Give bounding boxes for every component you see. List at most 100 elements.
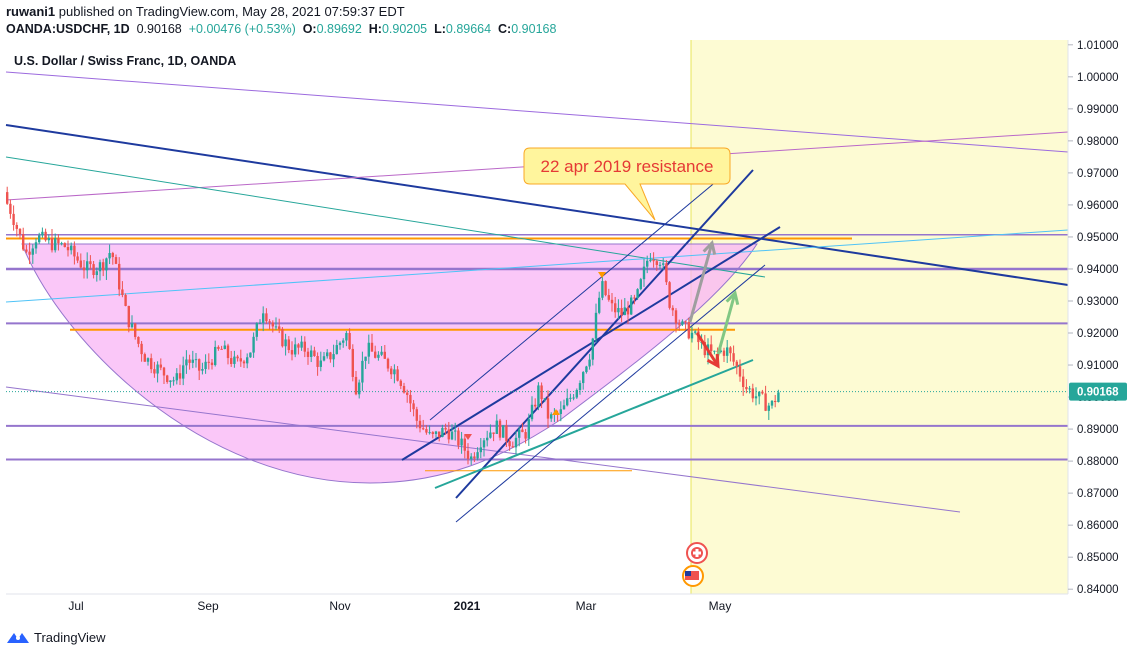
candle-body <box>646 260 649 267</box>
upper-downtrend-line <box>5 71 1069 153</box>
time-tick-label: Sep <box>197 599 219 613</box>
publish-info: ruwani1 published on TradingView.com, Ma… <box>6 4 405 19</box>
close-label: C: <box>498 22 512 36</box>
candle-body <box>354 376 358 395</box>
candle-body <box>415 409 418 421</box>
low-value: 0.89664 <box>445 22 492 36</box>
candle-body <box>233 356 236 364</box>
candle-body <box>25 249 28 252</box>
candle-body <box>38 235 41 243</box>
candle-body <box>255 323 258 337</box>
candle-body <box>274 326 278 328</box>
candle-body <box>575 390 578 398</box>
candle-body <box>450 431 454 440</box>
candle-body <box>332 354 335 360</box>
candle-body <box>546 398 550 419</box>
footer-brand[interactable]: TradingView <box>6 629 106 645</box>
candle-body <box>492 432 495 434</box>
candle-body <box>265 313 268 322</box>
us-flag-canton <box>685 571 691 576</box>
candle-body <box>502 425 505 438</box>
candle-body <box>585 366 588 373</box>
channel-upper-line <box>455 169 754 499</box>
candle-body <box>578 383 582 391</box>
candle-body <box>530 404 534 420</box>
candle-body <box>719 350 722 352</box>
candle-body <box>329 352 332 360</box>
candle-body <box>246 357 249 364</box>
candle-body <box>658 264 662 266</box>
candle-body <box>399 380 402 386</box>
candle-body <box>73 245 76 257</box>
candle-body <box>114 257 118 264</box>
candle-body <box>322 356 326 361</box>
candle-body <box>63 243 66 248</box>
price-tick-label: 0.88000 <box>1077 456 1119 468</box>
price-tick-label: 0.99000 <box>1077 104 1119 116</box>
candle-body <box>207 361 210 363</box>
price-tick-label: 1.01000 <box>1077 40 1119 52</box>
candle-body <box>476 452 479 459</box>
candle-body <box>22 234 25 250</box>
candle-body <box>236 356 239 359</box>
candle-body <box>434 431 438 435</box>
time-tick-label: Jul <box>68 599 83 613</box>
candle-body <box>409 394 412 404</box>
candle-body <box>18 228 22 235</box>
candle-body <box>454 430 457 432</box>
candle-body <box>550 414 553 419</box>
candle-body <box>463 438 466 451</box>
candle-body <box>82 267 86 271</box>
candle-body <box>748 388 751 390</box>
marker-high <box>598 272 606 278</box>
candle-body <box>54 238 57 251</box>
price-tick-label: 1.00000 <box>1077 72 1119 84</box>
main-downtrend-line <box>5 124 1069 286</box>
candle-body <box>44 231 47 241</box>
candle-body <box>316 356 319 367</box>
candle-body <box>505 425 508 442</box>
candle-body <box>374 351 377 358</box>
candle-body <box>169 380 172 382</box>
candle-body <box>210 362 214 366</box>
candle-body <box>252 336 255 353</box>
candles-group <box>6 186 780 465</box>
grey-projection-arrow <box>688 239 717 323</box>
candle-body <box>470 456 473 459</box>
candle-body <box>76 256 79 261</box>
price-tick-label: 0.96000 <box>1077 200 1119 212</box>
candle-body <box>226 345 230 359</box>
candle-body <box>326 352 329 357</box>
candle-body <box>572 397 575 399</box>
candle-body <box>137 336 140 344</box>
price-tick-label: 0.92000 <box>1077 328 1119 340</box>
candle-body <box>742 376 745 388</box>
candle-body <box>342 340 345 343</box>
light-blue-line <box>5 229 1069 303</box>
candle-body <box>559 409 562 415</box>
candle-body <box>386 358 390 369</box>
candle-body <box>406 392 409 395</box>
candle-body <box>214 346 217 366</box>
candle-body <box>242 361 246 364</box>
candle-body <box>620 307 623 316</box>
candle-body <box>594 312 598 339</box>
channel-outer-lower <box>455 264 766 523</box>
candle-body <box>684 321 687 323</box>
candle-body <box>111 253 114 258</box>
candle-body <box>66 247 70 251</box>
chart-title: U.S. Dollar / Swiss Franc, 1D, OANDA <box>14 54 236 68</box>
publisher-name[interactable]: ruwani1 <box>6 4 56 19</box>
price-tick-label: 0.98000 <box>1077 136 1119 148</box>
candle-body <box>191 359 194 363</box>
candle-body <box>774 400 777 403</box>
candle-body <box>223 345 226 350</box>
candle-body <box>566 398 569 406</box>
candle-body <box>150 358 153 370</box>
candle-body <box>130 323 134 328</box>
candle-body <box>188 359 191 363</box>
candle-body <box>47 237 50 241</box>
candle-body <box>726 347 729 356</box>
